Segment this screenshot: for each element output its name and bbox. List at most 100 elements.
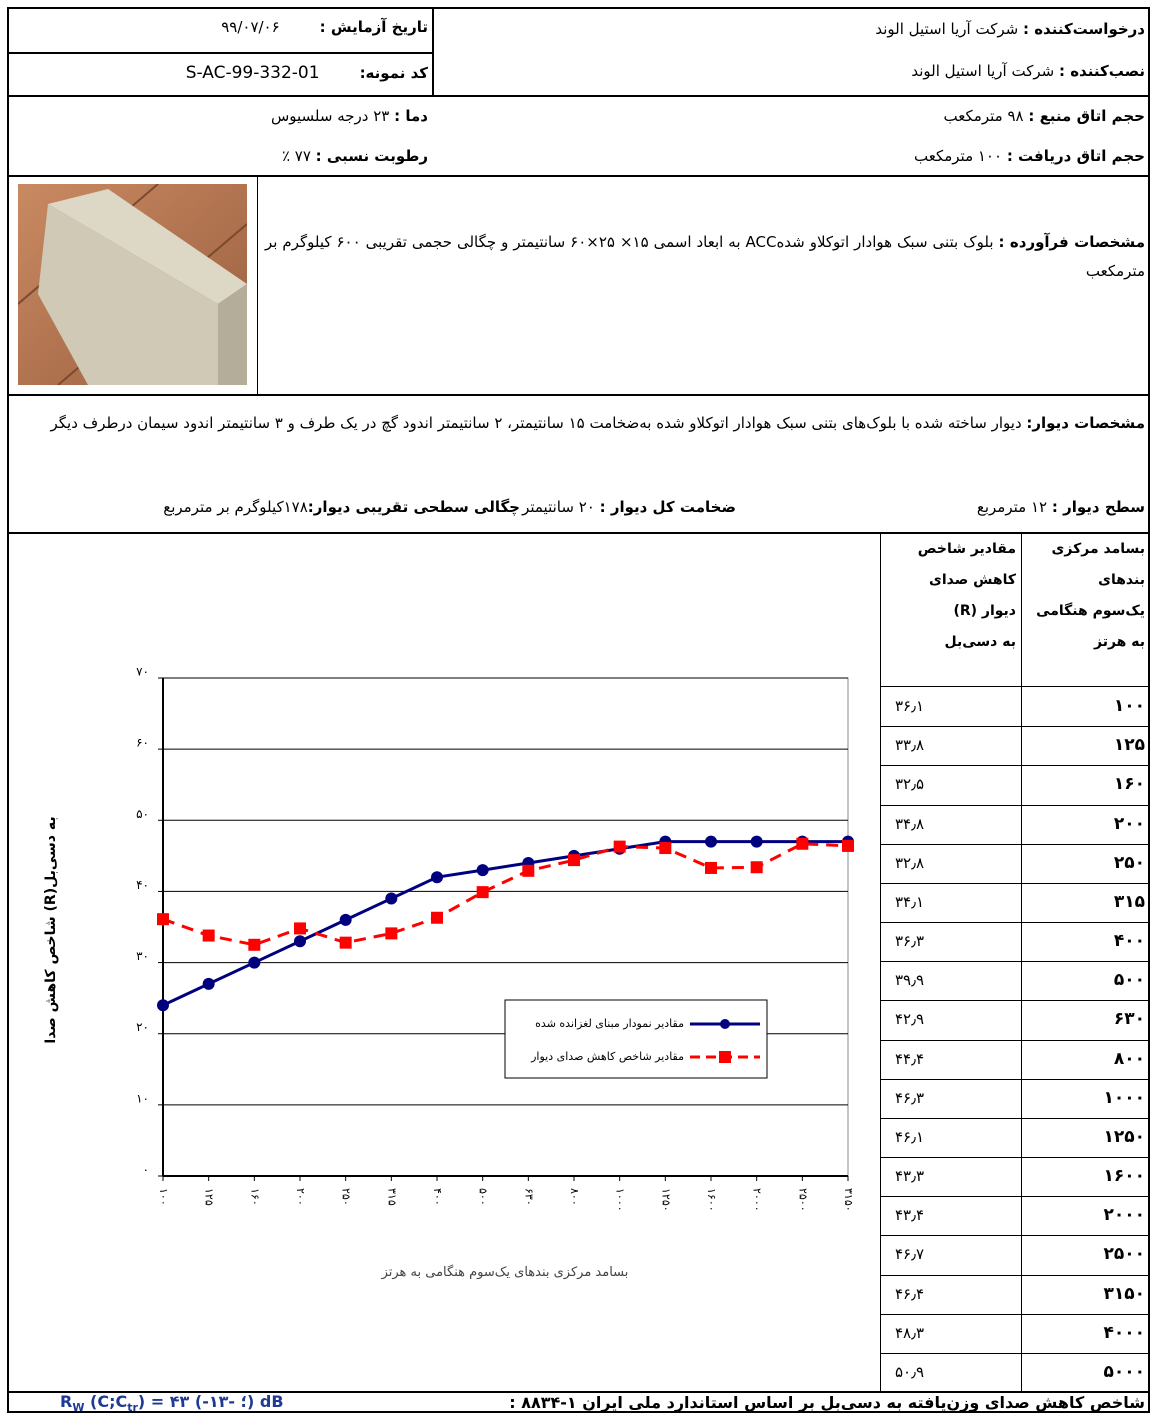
r-value-cell: ۳۶٫۱ — [895, 697, 925, 715]
x-tick-label: ۲۵۰۰ — [796, 1188, 809, 1212]
row-line — [880, 1039, 1150, 1041]
table-header: دیوار (R) — [953, 603, 1016, 619]
data-point — [568, 854, 580, 867]
formula-part: ) = ۴۳ (-۱؛ -۳) dB — [137, 1392, 284, 1411]
test-date: تاریخ آزمایش : ۹۹/۰۷/۰۶ — [221, 18, 428, 36]
x-tick-label: ۳۱۵ — [385, 1188, 398, 1206]
series-line — [162, 842, 849, 947]
y-tick-label: ۷۰ — [136, 665, 149, 679]
plot-frame — [162, 677, 849, 1177]
data-point — [842, 839, 854, 852]
y-axis-label: شاخص کاهش صدا (R)به دسی‌بل — [43, 816, 59, 1043]
border — [880, 686, 1150, 687]
frequency-cell: ۱۰۰ — [1113, 696, 1145, 716]
border — [880, 533, 881, 1392]
formula-part: (C;C — [84, 1392, 128, 1411]
value: ۲۰ سانتیمتر — [522, 498, 595, 516]
formula-part: W — [72, 1401, 85, 1414]
border — [7, 7, 9, 1413]
sample-code: کد نمونه: S-AC-99-332-01 — [186, 63, 428, 83]
label: رطوبت نسبی : — [315, 147, 428, 165]
r-value-cell: ۴۸٫۳ — [895, 1323, 925, 1342]
row-line — [880, 765, 1150, 767]
frequency-cell: ۲۰۰ — [1113, 813, 1145, 834]
row-line — [880, 1000, 1150, 1002]
x-tick-label: ۱۶۰۰ — [705, 1188, 718, 1212]
row-line — [880, 1078, 1150, 1080]
frequency-cell: ۴۰۰ — [1113, 931, 1145, 951]
installer: نصب‌کننده : شرکت آریا استیل الوند — [911, 62, 1145, 80]
series-line — [162, 840, 848, 1007]
wall-density: چگالی سطحی تقریبی دیوار:۱۷۸کیلوگرم بر مت… — [163, 498, 520, 516]
x-tick-label: ۲۵۰ — [340, 1188, 353, 1206]
label: ضخامت کل دیوار : — [599, 498, 736, 516]
label: نصب‌کننده : — [1058, 62, 1145, 80]
x-tick-label: ۳۱۵۰ — [842, 1188, 855, 1212]
x-tick-label: ۶۳۰ — [522, 1188, 535, 1206]
border — [257, 176, 258, 395]
y-tick-label: ۲۰ — [136, 1020, 149, 1034]
frequency-cell: ۱۲۵۰ — [1103, 1126, 1145, 1147]
r-value-cell: ۴۶٫۳ — [895, 1088, 925, 1107]
data-point — [385, 892, 398, 905]
r-value-cell: ۴۶٫۱ — [895, 1127, 925, 1146]
receiving-room: حجم اتاق دریافت : ۱۰۰ مترمکعب — [914, 147, 1145, 165]
data-point — [705, 861, 717, 874]
r-value-cell: ۳۴٫۸ — [895, 814, 925, 833]
label: مشخصات دیوار: — [1026, 414, 1145, 432]
row-line — [880, 961, 1150, 963]
data-point — [750, 835, 763, 848]
formula-part: R — [60, 1392, 73, 1411]
x-tick-label: ۱۶۰ — [248, 1188, 261, 1206]
frequency-cell: ۲۵۰ — [1113, 852, 1145, 873]
table-header: کاهش صدای — [928, 572, 1016, 588]
table-header: مقادیر شاخص — [917, 541, 1016, 557]
x-tick-label: ۱۰۰ — [157, 1188, 170, 1206]
row-line — [880, 804, 1150, 806]
data-point — [796, 837, 809, 850]
data-point — [202, 977, 215, 990]
border — [7, 175, 1150, 177]
formula-part: tr — [127, 1401, 138, 1414]
row-line — [880, 726, 1150, 728]
r-value-cell: ۳۶٫۳ — [895, 932, 925, 950]
x-axis-label: بسامد مرکزی بندهای یک‌سوم هنگامی به هرتز — [381, 1264, 629, 1280]
data-point — [294, 935, 306, 948]
frequency-cell: ۳۱۵ — [1113, 891, 1145, 912]
frequency-cell: ۱۶۰۰ — [1103, 1166, 1145, 1186]
rw-formula: RW (C;Ctr) = ۴۳ (-۱؛ -۳) dB — [60, 1392, 284, 1414]
value: ۱۲ مترمربع — [976, 498, 1048, 516]
value: ۹۹/۰۷/۰۶ — [221, 18, 280, 36]
label: مشخصات فرآورده : — [998, 233, 1145, 251]
label: چگالی سطحی تقریبی دیوار: — [307, 498, 520, 516]
x-tick-label: ۱۲۵ — [203, 1188, 216, 1206]
wall-area: سطح دیوار : ۱۲ مترمربع — [977, 498, 1145, 516]
value: ۹۸ مترمکعب — [943, 107, 1024, 125]
table-header: بندهای — [1098, 572, 1145, 588]
data-point — [202, 929, 215, 942]
row-line — [880, 1352, 1150, 1354]
r-value-cell: ۴۳٫۳ — [895, 1167, 925, 1185]
table-header: به دسی‌بل — [944, 634, 1017, 650]
r-value-cell: ۳۹٫۹ — [895, 971, 925, 990]
data-point — [294, 922, 306, 935]
data-point — [522, 864, 535, 877]
frequency-cell: ۸۰۰ — [1113, 1048, 1145, 1069]
data-point — [431, 911, 443, 924]
frequency-cell: ۲۵۰۰ — [1103, 1244, 1145, 1265]
data-point — [476, 886, 489, 899]
frequency-cell: ۱۲۵ — [1113, 735, 1145, 756]
temperature: دما : ۲۳ درجه سلسیوس — [271, 107, 428, 125]
footer-label: شاخص کاهش صدای وزن‌یافته به دسی‌بل بر اس… — [509, 1393, 1145, 1412]
label: تاریخ آزمایش : — [319, 18, 428, 36]
frequency-cell: ۱۰۰۰ — [1103, 1087, 1145, 1108]
data-point — [476, 864, 489, 877]
label: دما : — [394, 107, 428, 125]
border — [7, 1411, 1150, 1413]
wall-spec: مشخصات دیوار: دیوار ساخته شده با بلوک‌ها… — [12, 410, 1146, 436]
r-value-cell: ۴۲٫۹ — [895, 1010, 925, 1029]
x-tick-label: ۲۰۰۰ — [751, 1188, 764, 1212]
frequency-cell: ۵۰۰ — [1113, 970, 1145, 991]
label: حجم اتاق منبع : — [1028, 107, 1145, 125]
legend-marker — [720, 1019, 730, 1029]
